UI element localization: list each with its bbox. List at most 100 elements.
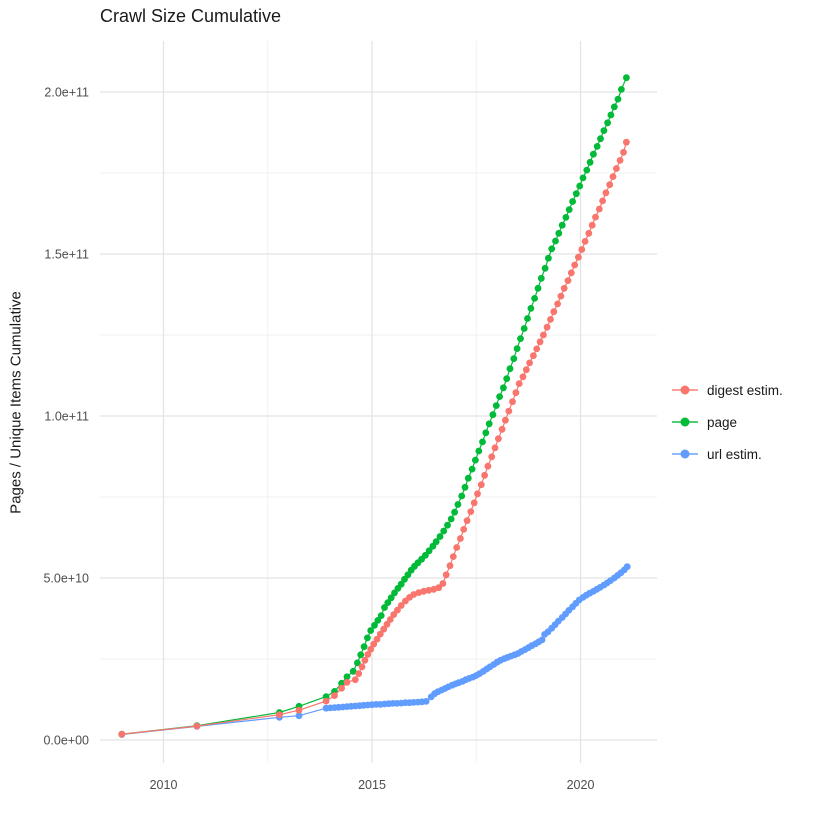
data-point-page (583, 166, 591, 174)
data-point-digest-estim- (394, 606, 401, 614)
data-point-page (440, 527, 448, 535)
data-point-digest-estim- (602, 189, 610, 197)
data-point-page (623, 74, 630, 82)
data-point-page (468, 465, 476, 473)
data-point-digest-estim- (343, 678, 351, 686)
data-point-digest-estim- (519, 373, 527, 381)
data-point-page (436, 533, 444, 540)
x-tick-label: 2020 (567, 778, 595, 792)
data-point-page (451, 508, 458, 516)
data-point-page (371, 621, 378, 629)
data-point-url-estim- (295, 712, 303, 720)
legend-key-dot (680, 449, 690, 459)
data-point-page (534, 284, 542, 292)
legend-key-icon (672, 447, 698, 461)
data-point-digest-estim- (338, 684, 345, 692)
data-point-digest-estim- (477, 481, 485, 489)
data-point-page (517, 335, 524, 342)
data-point-page (562, 214, 570, 221)
data-point-digest-estim- (467, 508, 475, 515)
data-point-digest-estim- (193, 722, 201, 730)
data-point-digest-estim- (623, 138, 630, 146)
data-point-page (367, 627, 375, 634)
data-point-digest-estim- (118, 730, 126, 738)
data-point-page (548, 245, 556, 253)
data-point-digest-estim- (533, 345, 541, 353)
data-point-page (565, 206, 573, 214)
data-point-digest-estim- (540, 331, 547, 339)
data-point-page (579, 174, 587, 182)
data-point-digest-estim- (463, 517, 471, 525)
data-point-digest-estim- (449, 553, 457, 560)
data-point-digest-estim- (488, 453, 496, 461)
data-point-page (496, 393, 503, 400)
data-point-url-estim- (422, 698, 430, 705)
data-point-page (500, 384, 507, 392)
legend: digest estim. page url estim. (672, 374, 783, 470)
data-point-digest-estim- (530, 352, 537, 360)
data-point-digest-estim- (470, 499, 478, 507)
data-point-digest-estim- (526, 359, 533, 367)
data-point-digest-estim- (370, 640, 378, 648)
data-point-page (377, 612, 385, 619)
data-point-digest-estim- (386, 616, 394, 623)
data-point-page (357, 651, 365, 659)
data-point-page (503, 375, 511, 383)
data-point-page (381, 604, 388, 611)
data-point-page (506, 365, 514, 373)
data-point-digest-estim- (435, 584, 443, 592)
data-point-page (572, 190, 580, 198)
data-point-digest-estim- (481, 471, 488, 479)
data-point-digest-estim- (512, 389, 520, 397)
data-point-digest-estim- (367, 645, 375, 653)
data-point-digest-estim- (571, 261, 579, 269)
data-point-digest-estim- (373, 635, 381, 643)
data-point-page (531, 295, 538, 302)
data-point-page (343, 673, 351, 681)
data-point-digest-estim- (364, 651, 372, 658)
data-point-digest-estim- (351, 676, 359, 684)
data-point-page (475, 447, 483, 455)
data-point-page (541, 264, 549, 272)
data-point-page (458, 492, 466, 500)
legend-key-dot (680, 417, 690, 427)
data-point-digest-estim- (484, 462, 492, 470)
data-point-page (524, 315, 531, 322)
data-point-digest-estim- (380, 625, 388, 633)
data-point-page (387, 594, 395, 602)
data-point-page (614, 95, 622, 103)
data-point-digest-estim- (522, 366, 530, 374)
data-point-page (364, 634, 371, 642)
data-point-page (447, 515, 455, 523)
legend-item-url-estim-: url estim. (672, 438, 783, 470)
data-point-page (552, 237, 559, 245)
data-point-page (600, 127, 608, 134)
data-point-page (604, 119, 611, 127)
data-point-digest-estim- (295, 706, 303, 714)
legend-key-dot (680, 385, 690, 395)
data-point-page (384, 599, 392, 606)
data-point-digest-estim- (361, 656, 369, 664)
data-point-digest-estim- (592, 213, 599, 221)
data-point-page (492, 402, 500, 409)
data-point-url-estim- (538, 636, 546, 644)
legend-label: digest estim. (707, 382, 783, 398)
data-point-digest-estim- (620, 148, 627, 156)
data-point-digest-estim- (474, 490, 481, 498)
y-tick-label: 5.0e+10 (43, 572, 89, 586)
data-point-digest-estim- (498, 425, 506, 433)
data-point-page (472, 456, 479, 464)
data-point-digest-estim- (390, 611, 398, 618)
legend-key-icon (672, 383, 698, 397)
legend-item-digest-estim-: digest estim. (672, 374, 783, 406)
data-point-digest-estim- (355, 670, 363, 677)
data-point-page (485, 420, 493, 428)
y-axis-title: Pages / Unique Items Cumulative (7, 291, 25, 514)
data-point-digest-estim- (502, 416, 509, 424)
data-point-page (545, 254, 552, 262)
data-point-page (489, 411, 497, 419)
chart-title: Crawl Size Cumulative (100, 6, 282, 26)
legend-item-page: page (672, 406, 783, 438)
legend-label: url estim. (707, 446, 762, 462)
